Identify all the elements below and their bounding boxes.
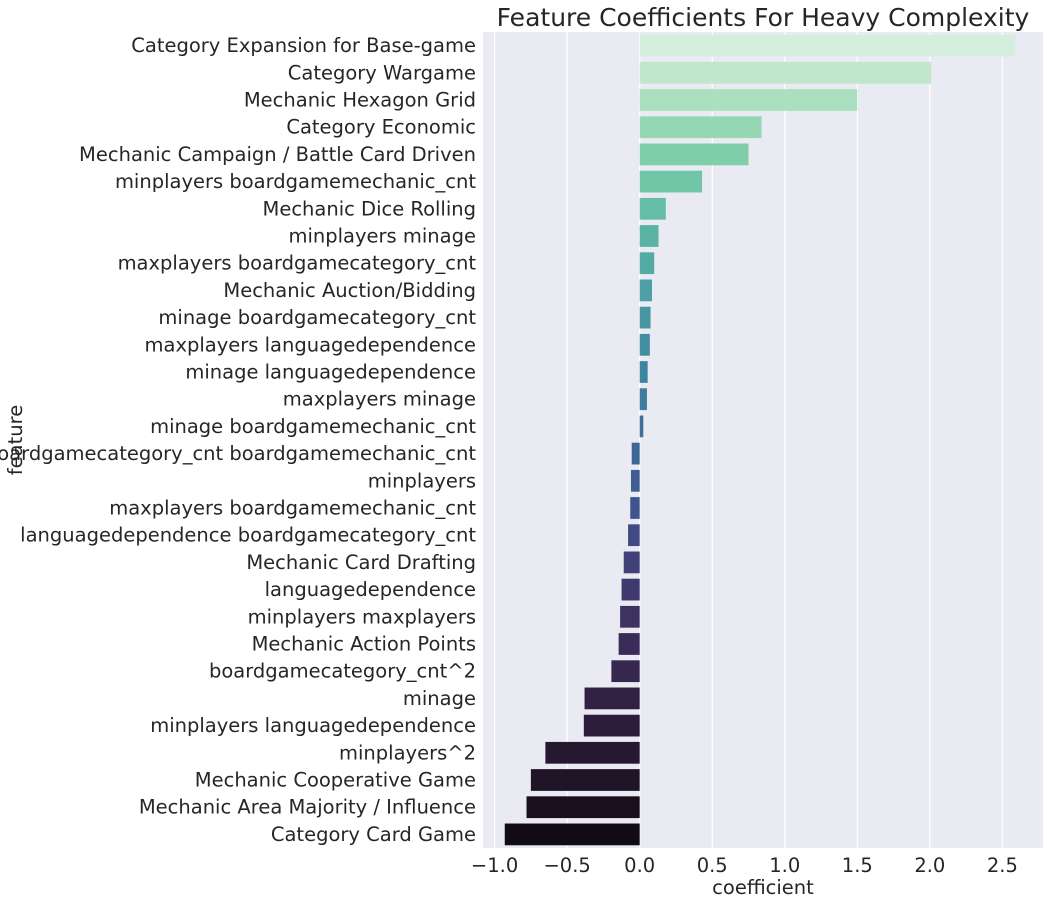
category-label: Mechanic Area Majority / Influence (139, 796, 476, 819)
bar (618, 633, 640, 655)
category-label: languagedependence (265, 578, 476, 601)
bar (639, 225, 659, 247)
x-tick-label: −0.5 (543, 854, 590, 877)
category-label: maxplayers languagedependence (145, 333, 477, 356)
category-label: Category Expansion for Base-game (131, 34, 476, 57)
category-label: Category Wargame (288, 61, 476, 84)
x-tick-label: 1.0 (769, 854, 800, 877)
category-label: Mechanic Cooperative Game (195, 769, 476, 792)
chart-title: Feature Coefficients For Heavy Complexit… (497, 3, 1030, 32)
x-tick-label: 1.5 (842, 854, 873, 877)
x-tick-label: 0.0 (624, 854, 655, 877)
bar (639, 89, 858, 111)
category-label: Mechanic Campaign / Battle Card Driven (79, 143, 476, 166)
bar (630, 497, 640, 519)
category-label: minplayers languagedependence (150, 714, 476, 737)
category-label: Category Card Game (271, 823, 476, 846)
bar (639, 388, 647, 411)
category-label: boardgamecategory_cnt boardgamemechanic_… (0, 442, 476, 465)
category-label: languagedependence boardgamecategory_cnt (20, 524, 476, 547)
bar (611, 660, 640, 683)
category-label: minplayers maxplayers (248, 605, 476, 628)
bar (639, 34, 1016, 57)
category-label: maxplayers minage (283, 388, 476, 411)
category-label: minplayers^2 (339, 741, 476, 764)
category-label: minage languagedependence (185, 361, 476, 384)
category-label: minplayers minage (288, 225, 476, 248)
bar (623, 551, 640, 574)
bar (583, 714, 640, 737)
bar (621, 578, 640, 601)
bar (526, 796, 640, 819)
bar (631, 442, 640, 465)
category-label: Mechanic Action Points (252, 633, 476, 656)
bars (504, 34, 1016, 846)
category-label: maxplayers boardgamecategory_cnt (118, 252, 477, 275)
category-label: boardgamecategory_cnt^2 (209, 660, 476, 683)
bar (639, 415, 644, 438)
x-tick-label: 2.5 (987, 854, 1018, 877)
bar (639, 333, 650, 356)
x-axis-label: coefficient (712, 876, 814, 899)
bar (545, 741, 640, 764)
bar (639, 279, 653, 302)
bar (630, 469, 640, 492)
category-label: minplayers (368, 469, 476, 492)
x-tick-labels: −1.0 −0.5 0.0 0.5 1.0 1.5 2.0 2.5 (471, 854, 1018, 877)
category-label: minage (403, 687, 476, 710)
bar (584, 687, 640, 710)
bar (639, 306, 651, 329)
category-label: Category Economic (286, 116, 476, 139)
bar (639, 252, 655, 275)
category-label: Mechanic Card Drafting (246, 551, 476, 574)
plot-area (483, 32, 1043, 848)
bar (504, 823, 640, 846)
bar (530, 769, 640, 791)
category-label: maxplayers boardgamemechanic_cnt (109, 497, 476, 520)
y-axis-label: feature (4, 405, 27, 475)
x-tick-label: 2.0 (914, 854, 945, 877)
bar (639, 170, 703, 193)
category-label: minage boardgamemechanic_cnt (150, 415, 476, 438)
category-label: Mechanic Dice Rolling (263, 197, 477, 220)
x-tick-label: 0.5 (697, 854, 728, 877)
category-label: Mechanic Auction/Bidding (223, 279, 476, 302)
bar (639, 61, 932, 84)
category-label: minage boardgamecategory_cnt (158, 306, 476, 329)
bar (628, 524, 640, 547)
bar (639, 197, 666, 220)
bar (639, 116, 762, 139)
bar (639, 143, 749, 166)
bar (620, 605, 640, 628)
gridlines (494, 32, 1003, 848)
category-labels: Category Expansion for Base-game Category… (0, 34, 476, 846)
x-tick-label: −1.0 (471, 854, 518, 877)
category-label: Mechanic Hexagon Grid (244, 89, 476, 112)
category-label: minplayers boardgamemechanic_cnt (115, 170, 476, 193)
bar (639, 361, 648, 383)
